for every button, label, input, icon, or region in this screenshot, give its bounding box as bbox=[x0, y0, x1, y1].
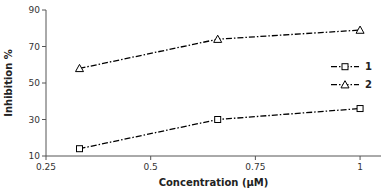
y-tick bbox=[42, 119, 46, 120]
chart-container: 0.25 0.5 0.75 1 10 30 50 70 90 Concentration (μM)… bbox=[0, 0, 391, 192]
x-axis-line bbox=[46, 156, 381, 157]
y-tick bbox=[42, 83, 46, 84]
y-tick-label: 70 bbox=[29, 42, 41, 52]
legend-swatch-marker bbox=[341, 81, 349, 88]
legend-swatch-marker bbox=[342, 64, 348, 70]
data-point bbox=[77, 146, 83, 152]
legend: 12 bbox=[331, 61, 372, 90]
x-tick bbox=[255, 156, 256, 160]
y-tick-label: 30 bbox=[29, 115, 41, 125]
data-point bbox=[215, 117, 221, 123]
legend-label: 1 bbox=[365, 61, 372, 72]
x-tick bbox=[46, 156, 47, 160]
chart-svg: 0.25 0.5 0.75 1 10 30 50 70 90 Concentration (μM)… bbox=[0, 0, 391, 192]
x-tick bbox=[360, 156, 361, 160]
y-tick-label: 90 bbox=[29, 5, 41, 15]
y-tick bbox=[42, 156, 46, 157]
series-line bbox=[80, 109, 361, 149]
x-axis-label: Concentration (μM) bbox=[159, 177, 269, 188]
y-tick-label: 10 bbox=[29, 151, 41, 161]
data-point bbox=[214, 35, 222, 42]
y-tick bbox=[42, 46, 46, 47]
series-line bbox=[80, 30, 361, 68]
y-tick bbox=[42, 10, 46, 11]
x-tick-label: 0.25 bbox=[36, 162, 56, 172]
data-point bbox=[357, 106, 363, 112]
data-point bbox=[76, 64, 84, 71]
y-axis-label: Inhibition % bbox=[3, 49, 14, 117]
data-point bbox=[356, 26, 364, 33]
plot-area bbox=[76, 26, 365, 152]
x-tick-label: 1 bbox=[357, 162, 363, 172]
y-tick-label: 50 bbox=[29, 78, 41, 88]
legend-label: 2 bbox=[365, 79, 372, 90]
x-tick-label: 0.5 bbox=[144, 162, 158, 172]
x-tick-label: 0.75 bbox=[245, 162, 265, 172]
x-tick bbox=[150, 156, 151, 160]
